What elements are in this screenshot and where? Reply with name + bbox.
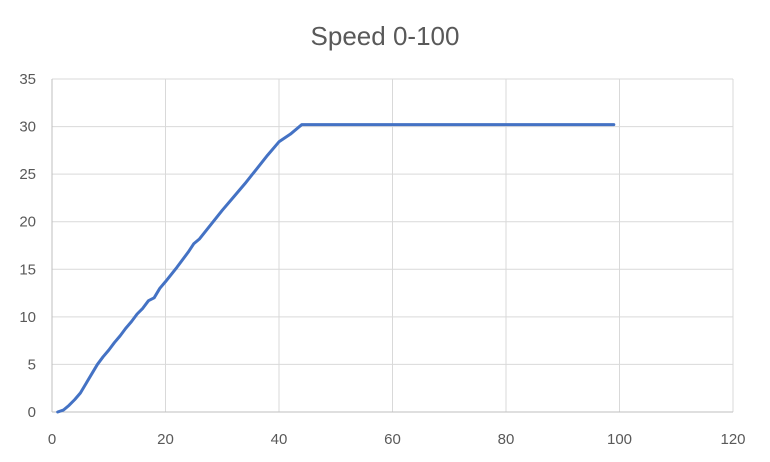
series-line	[56, 123, 616, 414]
x-tick-label: 80	[498, 431, 515, 448]
x-tick-label: 60	[384, 431, 401, 448]
y-tick-label: 10	[19, 309, 36, 326]
x-tick-label: 20	[157, 431, 174, 448]
y-tick-label: 30	[19, 119, 36, 136]
y-tick-label: 35	[19, 71, 36, 88]
y-tick-label: 25	[19, 166, 36, 183]
y-tick-label: 5	[28, 356, 36, 373]
chart-title: Speed 0-100	[311, 21, 460, 51]
gridlines	[52, 78, 734, 412]
y-tick-label: 15	[19, 261, 36, 278]
x-tick-label: 100	[607, 431, 632, 448]
axes: 0 5 10 15 20 25 30 35 0 20 40 60 80 100 120	[19, 71, 745, 448]
x-tick-label: 0	[48, 431, 56, 448]
x-tick-label: 40	[271, 431, 288, 448]
y-tick-label: 0	[28, 404, 36, 421]
x-tick-label: 120	[720, 431, 745, 448]
y-tick-label: 20	[19, 214, 36, 231]
series-layer	[56, 123, 616, 414]
